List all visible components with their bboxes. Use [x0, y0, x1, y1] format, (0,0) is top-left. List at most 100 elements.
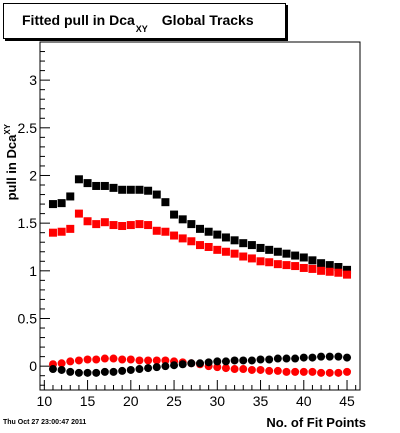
y-tick-label: 2.5: [18, 120, 38, 136]
data-point-square: [109, 221, 118, 230]
data-point-circle: [230, 356, 239, 365]
data-point-square: [48, 228, 57, 237]
data-point-square: [265, 245, 274, 254]
data-point-circle: [256, 365, 265, 374]
x-tick-label: 15: [80, 393, 96, 409]
data-point-square: [221, 233, 230, 242]
plot-frame: [39, 41, 361, 391]
data-point-circle: [282, 354, 291, 363]
data-point-circle: [221, 364, 230, 373]
data-point-square: [247, 241, 256, 250]
data-point-circle: [57, 359, 66, 368]
data-point-square: [83, 179, 92, 188]
data-point-circle: [66, 357, 75, 366]
chart-title-box: Fitted pull in DcaXY Global Tracks: [3, 3, 286, 39]
data-point-square: [308, 256, 317, 265]
axis-ticks: 10 15 20 25 30 35 40 45 0 0.5 1 1.5 2 2.5 3: [18, 41, 357, 409]
data-points: [48, 175, 352, 377]
data-point-circle: [126, 355, 135, 364]
data-point-square: [204, 227, 213, 236]
data-point-circle: [118, 355, 127, 364]
data-point-square: [256, 243, 265, 252]
data-point-square: [230, 236, 239, 245]
data-point-square: [291, 251, 300, 260]
data-point-square: [83, 217, 92, 226]
x-tick-label: 35: [253, 393, 269, 409]
data-point-circle: [213, 363, 222, 372]
data-point-square: [152, 190, 161, 199]
chart-title-subscript: XY: [135, 24, 148, 34]
data-point-circle: [308, 367, 317, 376]
data-point-square: [100, 181, 109, 190]
chart-title-main: Fitted pull in Dca: [22, 12, 135, 28]
y-tick-label: 0.5: [18, 310, 38, 326]
data-point-circle: [100, 367, 109, 376]
data-point-circle: [152, 363, 161, 372]
data-point-square: [144, 186, 153, 195]
data-point-circle: [48, 365, 57, 374]
data-point-circle: [256, 355, 265, 364]
timestamp: Thu Oct 27 23:00:47 2011: [3, 419, 87, 426]
data-point-circle: [291, 367, 300, 376]
x-tick-label: 40: [296, 393, 312, 409]
plot-area-border: [39, 41, 361, 391]
y-tick-label: 0: [29, 358, 37, 374]
data-point-square: [126, 221, 135, 230]
data-point-square: [74, 175, 83, 184]
data-point-circle: [325, 368, 334, 377]
data-point-circle: [118, 366, 127, 375]
data-point-square: [92, 220, 101, 229]
data-point-square: [239, 252, 248, 261]
data-point-circle: [152, 356, 161, 365]
data-point-circle: [299, 367, 308, 376]
data-point-square: [308, 264, 317, 273]
x-axis-label: No. of Fit Points: [266, 415, 366, 430]
data-point-square: [299, 263, 308, 272]
data-point-square: [343, 265, 352, 274]
data-point-square: [66, 224, 75, 233]
data-point-circle: [325, 352, 334, 361]
y-tick-label: 2: [29, 167, 37, 183]
data-point-square: [325, 261, 334, 270]
data-point-square: [92, 181, 101, 190]
data-point-square: [100, 218, 109, 227]
data-point-circle: [282, 367, 291, 376]
data-point-square: [109, 183, 118, 192]
data-point-square: [196, 224, 204, 233]
data-point-circle: [109, 354, 118, 363]
data-point-circle: [144, 364, 153, 373]
data-point-square: [343, 270, 352, 279]
data-point-circle: [161, 362, 170, 371]
data-point-circle: [178, 360, 187, 369]
data-point-circle: [109, 367, 118, 376]
x-tick-label: 30: [210, 393, 226, 409]
data-point-square: [213, 230, 222, 239]
data-point-square: [126, 185, 135, 194]
data-point-square: [74, 209, 83, 218]
data-point-circle: [308, 353, 317, 362]
y-axis-label-subscript: XY: [3, 123, 12, 134]
data-point-square: [334, 268, 343, 277]
data-point-circle: [334, 368, 343, 377]
data-point-square: [144, 221, 153, 230]
data-point-square: [213, 245, 222, 254]
data-point-square: [178, 215, 187, 224]
data-point-circle: [343, 367, 352, 376]
data-point-square: [273, 247, 282, 256]
chart-title-suffix: Global Tracks: [161, 12, 254, 28]
data-point-circle: [135, 356, 144, 365]
data-point-circle: [343, 353, 352, 362]
data-point-square: [48, 200, 57, 209]
data-point-square: [239, 239, 248, 248]
data-point-circle: [265, 355, 274, 364]
data-point-square: [170, 210, 179, 219]
data-point-circle: [291, 354, 300, 363]
data-point-circle: [299, 353, 308, 362]
data-point-square: [317, 259, 326, 268]
data-point-circle: [161, 356, 170, 365]
x-tick-label: 10: [37, 393, 53, 409]
data-point-circle: [66, 367, 75, 376]
data-point-square: [265, 258, 274, 267]
data-point-square: [178, 234, 187, 243]
